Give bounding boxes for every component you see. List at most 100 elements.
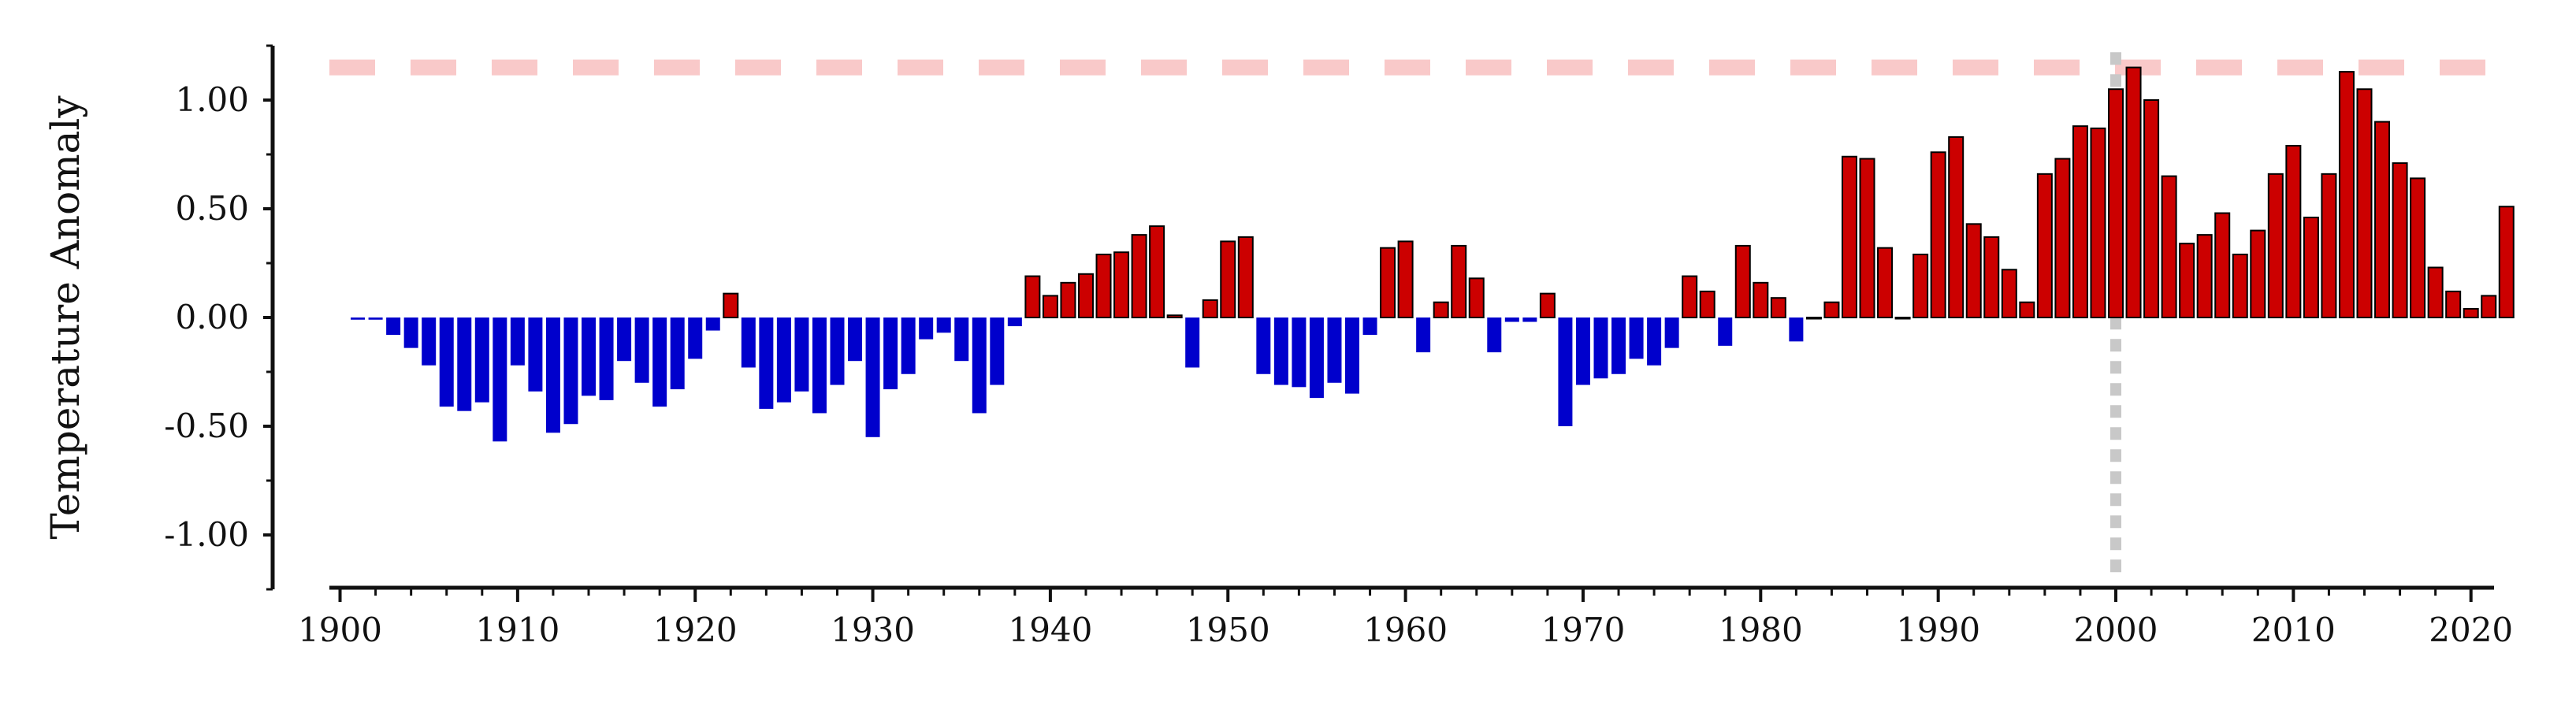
bar-1966 bbox=[1504, 318, 1519, 322]
bar-1948 bbox=[1185, 318, 1200, 368]
y-tick-label: -1.00 bbox=[164, 515, 249, 554]
bar-1927 bbox=[812, 318, 827, 414]
bar-1953 bbox=[1273, 318, 1288, 385]
bar-2007 bbox=[2232, 253, 2248, 318]
y-axis-ticks: -1.00 -0.50 0.00 0.50 1.00 bbox=[164, 44, 273, 591]
bar-1911 bbox=[528, 318, 543, 392]
bar-1919 bbox=[670, 318, 685, 390]
bar-1972 bbox=[1611, 318, 1626, 374]
x-tick-label: 1910 bbox=[475, 611, 559, 649]
bar-2013 bbox=[2338, 71, 2355, 319]
bar-1977 bbox=[1699, 290, 1715, 319]
bar-1965 bbox=[1487, 318, 1502, 353]
bar-1935 bbox=[954, 318, 969, 362]
bar-2012 bbox=[2321, 173, 2337, 318]
x-tick-label: 1980 bbox=[1719, 611, 1803, 649]
bar-1912 bbox=[545, 318, 560, 433]
bar-1969 bbox=[1558, 318, 1573, 426]
bar-2022 bbox=[2498, 206, 2515, 318]
x-tick-label: 2020 bbox=[2429, 611, 2513, 649]
x-tick-label: 1920 bbox=[653, 611, 738, 649]
y-tick-label: 0.50 bbox=[175, 189, 249, 228]
bar-1991 bbox=[1948, 136, 1965, 318]
bar-1925 bbox=[776, 318, 791, 403]
bar-1968 bbox=[1539, 292, 1556, 319]
bar-1988 bbox=[1894, 317, 1911, 320]
bar-1923 bbox=[741, 318, 756, 368]
bar-1914 bbox=[582, 318, 597, 396]
bar-1908 bbox=[474, 318, 489, 403]
bar-1993 bbox=[1983, 236, 2000, 319]
y-axis-title: Temperature Anomaly bbox=[43, 95, 88, 540]
bar-2020 bbox=[2463, 307, 2479, 318]
bar-1979 bbox=[1734, 244, 1751, 319]
bar-1997 bbox=[2054, 158, 2071, 318]
x-tick-label: 1950 bbox=[1186, 611, 1270, 649]
bar-1970 bbox=[1575, 318, 1590, 385]
bar-1915 bbox=[599, 318, 614, 400]
bar-1945 bbox=[1131, 234, 1147, 318]
bar-2008 bbox=[2250, 229, 2266, 319]
bar-1952 bbox=[1256, 318, 1271, 374]
bar-1985 bbox=[1841, 155, 1857, 318]
bar-1926 bbox=[794, 318, 809, 392]
bar-1958 bbox=[1362, 318, 1377, 336]
bar-1983 bbox=[1805, 317, 1822, 320]
bar-1959 bbox=[1380, 247, 1396, 318]
bar-1980 bbox=[1753, 281, 1769, 318]
bar-1982 bbox=[1789, 318, 1804, 342]
bars bbox=[351, 66, 2515, 442]
bar-1937 bbox=[990, 318, 1005, 385]
x-tick-label: 1960 bbox=[1363, 611, 1448, 649]
x-tick-label: 1940 bbox=[1008, 611, 1092, 649]
bar-1910 bbox=[510, 318, 525, 366]
y-tick-label: 1.00 bbox=[175, 80, 249, 119]
x-axis-ticks: 1900 1910 1920 1930 1940 1950 1960 1970 1980 1990… bbox=[298, 588, 2513, 649]
bar-1978 bbox=[1718, 318, 1733, 346]
bar-1961 bbox=[1416, 318, 1431, 353]
bar-2019 bbox=[2445, 290, 2462, 319]
bar-2003 bbox=[2161, 175, 2177, 318]
bar-1940 bbox=[1042, 295, 1058, 318]
bar-1904 bbox=[403, 318, 418, 348]
bar-1939 bbox=[1024, 275, 1041, 318]
bar-2021 bbox=[2481, 295, 2497, 318]
x-tick-label: 1900 bbox=[298, 611, 382, 649]
bar-1942 bbox=[1077, 273, 1094, 318]
bar-1990 bbox=[1930, 151, 1946, 318]
bar-1922 bbox=[723, 292, 739, 319]
bar-1924 bbox=[759, 318, 774, 409]
bar-1903 bbox=[386, 318, 401, 336]
bar-1954 bbox=[1292, 318, 1307, 388]
bar-1998 bbox=[2072, 125, 2088, 318]
bar-2006 bbox=[2214, 212, 2231, 318]
bar-1987 bbox=[1877, 247, 1894, 318]
y-tick-label: 0.00 bbox=[175, 298, 249, 336]
bar-1995 bbox=[2019, 301, 2035, 318]
x-tick-label: 2010 bbox=[2251, 611, 2336, 649]
bar-1947 bbox=[1166, 314, 1183, 318]
bar-1974 bbox=[1647, 318, 1662, 366]
bar-1971 bbox=[1593, 318, 1608, 379]
bar-1984 bbox=[1823, 301, 1840, 318]
bar-1909 bbox=[493, 318, 507, 442]
bar-1960 bbox=[1397, 240, 1414, 318]
bar-1907 bbox=[457, 318, 472, 411]
bar-1973 bbox=[1629, 318, 1644, 359]
bar-1931 bbox=[883, 318, 898, 390]
x-tick-label: 2000 bbox=[2074, 611, 2158, 649]
bar-1956 bbox=[1327, 318, 1342, 383]
bar-1986 bbox=[1859, 158, 1875, 318]
bar-2002 bbox=[2143, 99, 2160, 318]
bar-1963 bbox=[1451, 244, 1467, 319]
bar-1933 bbox=[919, 318, 934, 340]
bar-1917 bbox=[634, 318, 649, 383]
bar-2015 bbox=[2374, 121, 2391, 318]
bar-1934 bbox=[936, 318, 951, 333]
x-tick-label: 1990 bbox=[1896, 611, 1980, 649]
bar-1951 bbox=[1237, 236, 1254, 319]
bar-1928 bbox=[830, 318, 845, 385]
bar-1999 bbox=[2090, 127, 2106, 318]
bar-1944 bbox=[1113, 251, 1130, 319]
